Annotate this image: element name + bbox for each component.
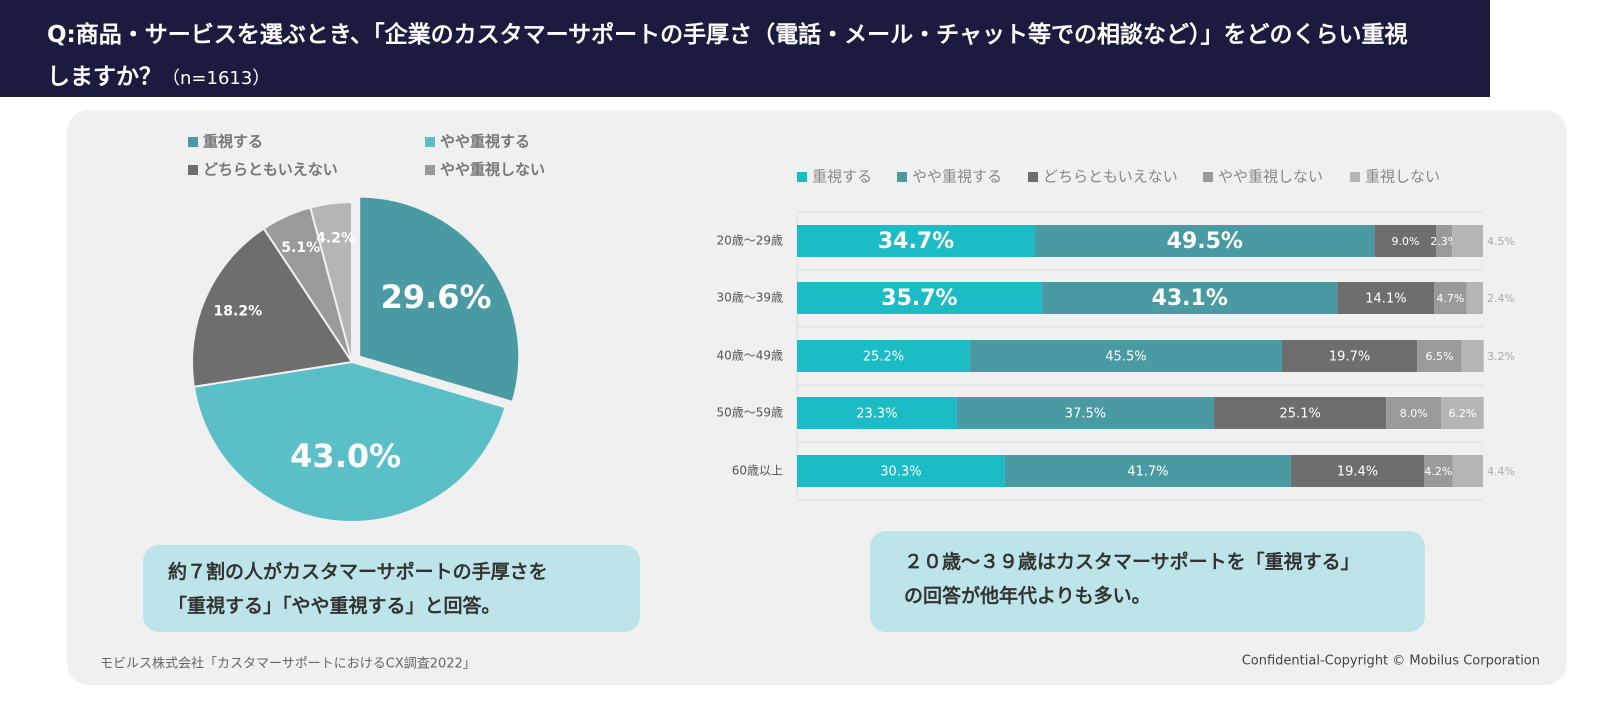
- bar-segment: [1424, 455, 1453, 487]
- bar-segment: [1436, 225, 1453, 257]
- legend-swatch: [1203, 172, 1213, 182]
- data-label: 43.0%: [290, 437, 401, 475]
- legend-swatch: [797, 172, 807, 182]
- bar-segment: [1214, 397, 1387, 429]
- legend-swatch: [188, 165, 198, 175]
- bar-segment: [1386, 397, 1442, 429]
- category-label: 20歳～29歳: [716, 234, 783, 248]
- legend-label: 重視する: [812, 168, 872, 186]
- note-line: 約７割の人がカスタマーサポートの手厚さを: [168, 561, 548, 583]
- bar-segment: [1417, 340, 1462, 372]
- category-label: 40歳～49歳: [716, 349, 783, 363]
- data-label: 4.7%: [1436, 292, 1464, 305]
- pie-slice: [192, 360, 507, 523]
- source: モビルス株式会社「カスタマーサポートにおけるCX調査2022」: [100, 656, 476, 672]
- category-label: 50歳～59歳: [716, 406, 783, 420]
- bar-segment: [1041, 282, 1338, 314]
- pie-slice: [358, 195, 521, 404]
- data-label: 4.4%: [1487, 465, 1515, 478]
- data-label: 25.1%: [1280, 407, 1321, 422]
- note-box: 約７割の人がカスタマーサポートの手厚さを 「重視する」「やや重視する」と回答。: [143, 545, 640, 632]
- bar-segment: [1290, 455, 1425, 487]
- bar-segment: [1466, 282, 1483, 314]
- note-line: の回答が他年代よりも多い。: [904, 585, 1151, 607]
- legend-label: 重視しない: [1365, 168, 1440, 186]
- note-box: ２０歳～３９歳はカスタマーサポートを「重視する」 の回答が他年代よりも多い。: [870, 531, 1425, 632]
- legend-label: どちらともいえない: [1043, 168, 1178, 186]
- data-label: 43.1%: [1152, 286, 1228, 311]
- legend-label: やや重視しない: [1218, 168, 1323, 186]
- data-label: 6.5%: [1425, 350, 1453, 363]
- bar-segment: [797, 340, 970, 372]
- data-label: 8.0%: [1400, 407, 1428, 420]
- header: Q:商品・サービスを選ぶとき、「企業のカスタマーサポートの手厚さ（電話・メール・…: [0, 0, 1490, 97]
- sample-size: （n=1613）: [162, 68, 271, 89]
- data-label: 30.3%: [880, 465, 921, 480]
- data-label: 9.0%: [1392, 235, 1420, 248]
- data-label: 49.5%: [1167, 229, 1243, 254]
- data-label: 4.2%: [316, 230, 355, 246]
- data-label: 29.6%: [381, 278, 492, 316]
- legend-swatch: [1350, 172, 1360, 182]
- bar-segment: [1461, 340, 1484, 372]
- pie-slice: [309, 200, 353, 363]
- legend-swatch: [425, 165, 435, 175]
- bar-segment: [797, 282, 1042, 314]
- data-label: 19.4%: [1337, 465, 1378, 480]
- bar-segment: [797, 455, 1005, 487]
- data-label: 25.2%: [863, 350, 904, 365]
- bar-segment: [1452, 455, 1483, 487]
- data-label: 4.5%: [1487, 235, 1515, 248]
- bar-segment: [797, 225, 1036, 257]
- data-label: 5.1%: [281, 240, 320, 256]
- data-label: 37.5%: [1065, 407, 1106, 422]
- legend-label: やや重視しない: [440, 161, 545, 179]
- data-label: 18.2%: [214, 304, 263, 320]
- data-label: 4.2%: [1424, 465, 1452, 478]
- data-label: 23.3%: [856, 407, 897, 422]
- category-label: 30歳～39歳: [716, 291, 783, 305]
- legend-swatch: [897, 172, 907, 182]
- legend-swatch: [188, 137, 198, 147]
- copyright: Confidential-Copyright © Mobilus Corpora…: [1242, 654, 1540, 669]
- data-label: 6.2%: [1448, 407, 1476, 420]
- data-label: 34.7%: [878, 229, 954, 254]
- note-line: 「重視する」「やや重視する」と回答。: [168, 595, 501, 617]
- data-label: 41.7%: [1127, 465, 1168, 480]
- bar-segment: [1441, 397, 1484, 429]
- question: Q:商品・サービスを選ぶとき、「企業のカスタマーサポートの手厚さ（電話・メール・…: [47, 22, 1408, 90]
- data-label: 3.2%: [1487, 350, 1515, 363]
- legend-swatch: [425, 137, 435, 147]
- bar-segment: [1004, 455, 1291, 487]
- bar-segment: [797, 397, 957, 429]
- legend-label: やや重視する: [912, 168, 1002, 186]
- data-label: 14.1%: [1365, 292, 1406, 307]
- category-label: 60歳以上: [732, 464, 783, 478]
- data-label: 45.5%: [1105, 350, 1146, 365]
- bar-segment: [1374, 225, 1437, 257]
- data-label: 2.3%: [1430, 235, 1458, 248]
- pie-slice: [191, 227, 354, 388]
- data-label: 19.7%: [1329, 350, 1370, 365]
- bar-segment: [1434, 282, 1467, 314]
- bar-segment: [1035, 225, 1375, 257]
- bar-segment: [1282, 340, 1418, 372]
- data-label: 35.7%: [881, 286, 957, 311]
- legend-swatch: [1028, 172, 1038, 182]
- data-label: 2.4%: [1487, 292, 1515, 305]
- bar-segment: [956, 397, 1215, 429]
- legend-label: やや重視する: [440, 133, 530, 151]
- bar-segment: [1337, 282, 1435, 314]
- note-line: ２０歳～３９歳はカスタマーサポートを「重視する」: [904, 551, 1360, 573]
- legend-label: どちらともいえない: [203, 161, 338, 179]
- legend-label: 重視する: [203, 133, 263, 151]
- bar-segment: [969, 340, 1283, 372]
- bar-segment: [1452, 225, 1483, 257]
